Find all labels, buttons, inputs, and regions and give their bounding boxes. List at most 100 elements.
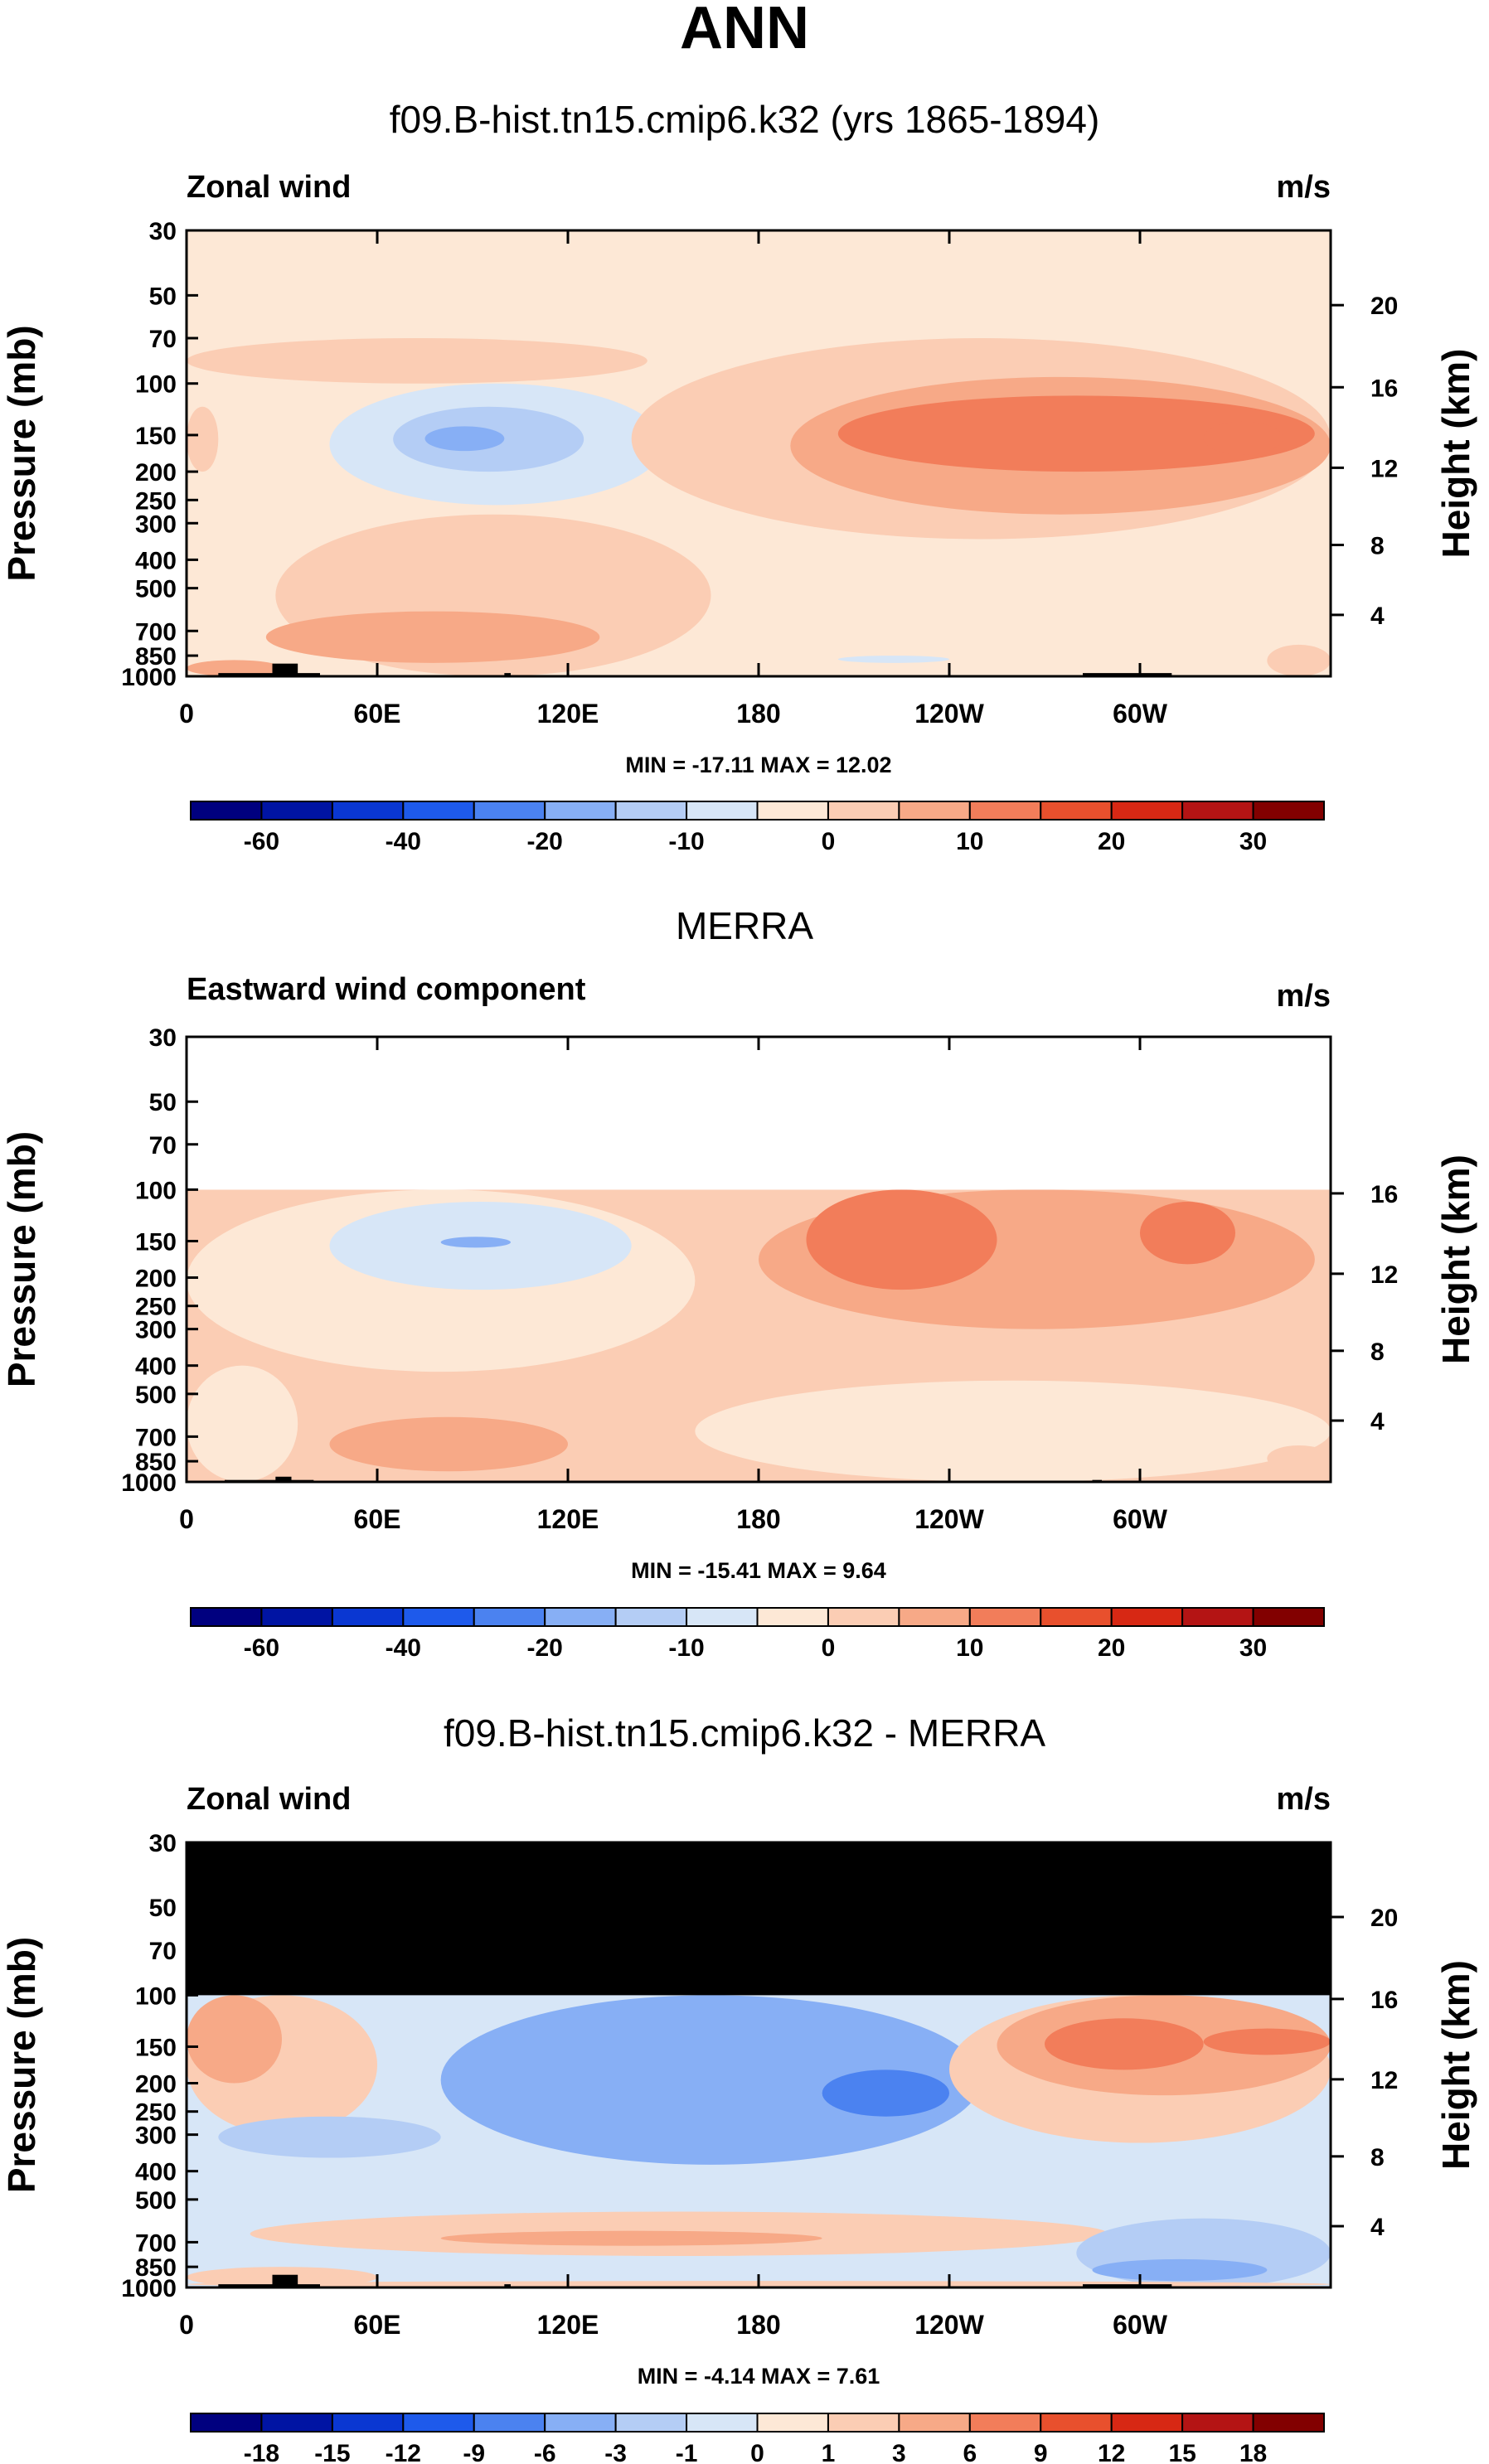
colorbar-label: 15 — [1168, 2440, 1196, 2464]
colorbar-swatch — [473, 801, 546, 821]
y-tick-label: 400 — [135, 2159, 177, 2186]
y-tick-label: 50 — [149, 283, 177, 310]
figure-title: ANN — [680, 0, 809, 61]
y-tick-label: 250 — [135, 1294, 177, 1321]
colorbar-label: 0 — [822, 828, 836, 855]
colorbar-swatch — [686, 1607, 759, 1627]
colorbar-swatch — [544, 2413, 617, 2433]
contour-region — [1045, 2018, 1204, 2070]
height-tick-label: 16 — [1370, 375, 1398, 402]
contour-region — [1203, 421, 1283, 455]
colorbar-swatch — [827, 2413, 900, 2433]
colorbar-swatch — [756, 1607, 829, 1627]
contour-region — [1267, 644, 1331, 676]
colorbar-swatch — [544, 1607, 617, 1627]
y-tick-label: 250 — [135, 487, 177, 515]
height-tick-label: 16 — [1370, 1181, 1398, 1208]
x-tick-label: 0 — [179, 1504, 194, 1534]
y-tick-label: 200 — [135, 459, 177, 487]
colorbar-label: -10 — [668, 828, 704, 855]
colorbar-swatch — [614, 801, 688, 821]
x-tick-label: 120W — [914, 1504, 984, 1534]
contour-region — [440, 1237, 511, 1248]
contour-region — [187, 1995, 282, 2084]
colorbar-swatch — [827, 801, 900, 821]
y-tick-label: 30 — [149, 1830, 177, 1857]
terrain-mask — [218, 2284, 320, 2287]
terrain-mask — [1083, 2284, 1172, 2287]
colorbar-swatch — [686, 801, 759, 821]
colorbar-label: -40 — [386, 828, 421, 855]
x-tick-label: 120W — [914, 699, 984, 729]
height-axis-title: Height (km) — [1434, 349, 1477, 559]
terrain-mask — [1083, 673, 1172, 676]
colorbar-swatch — [331, 801, 405, 821]
colorbar-label: 18 — [1239, 2440, 1267, 2464]
y-tick-label: 50 — [149, 1089, 177, 1116]
colorbar-label: -18 — [244, 2440, 279, 2464]
panel-units-label: m/s — [1277, 170, 1331, 205]
terrain-mask — [504, 2284, 511, 2287]
panel-left-label: Zonal wind — [187, 1782, 351, 1817]
contour-region — [424, 426, 505, 452]
panels: f09.B-hist.tn15.cmip6.k32 (yrs 1865-1894… — [0, 98, 1477, 2464]
contour-region — [837, 395, 1315, 472]
x-tick-label: 180 — [736, 2310, 780, 2340]
y-tick-label: 50 — [149, 1895, 177, 1922]
colorbar-label: -60 — [244, 1634, 279, 1662]
colorbar-swatch — [402, 1607, 475, 1627]
colorbar-label: -15 — [314, 2440, 350, 2464]
colorbar-swatch — [1110, 1607, 1184, 1627]
colorbar-swatch — [1252, 2413, 1325, 2433]
colorbar-swatch — [1181, 801, 1254, 821]
colorbar-swatch — [544, 801, 617, 821]
contour-region — [726, 230, 1331, 338]
contour-region — [329, 1416, 568, 1472]
colorbar-swatch — [1040, 801, 1113, 821]
height-tick-label: 8 — [1370, 1338, 1385, 1366]
y-tick-label: 200 — [135, 1266, 177, 1293]
colorbar-swatch — [190, 2413, 263, 2433]
y-tick-label: 300 — [135, 511, 177, 538]
x-tick-label: 120E — [537, 2310, 599, 2340]
x-tick-label: 60E — [354, 699, 401, 729]
colorbar: -60 -40 -20 -10 0 10 20 30 — [190, 801, 1325, 855]
y-tick-label: 1000 — [121, 2275, 177, 2302]
contour-region — [187, 1365, 298, 1482]
min-max-label: MIN = -15.41 MAX = 9.64 — [631, 1558, 886, 1583]
contour-region — [187, 230, 727, 338]
colorbar-label: 12 — [1098, 2440, 1125, 2464]
contour-region — [187, 406, 219, 472]
height-axis-title: Height (km) — [1434, 1155, 1477, 1364]
y-tick-label: 100 — [135, 1982, 177, 2010]
y-tick-label: 500 — [135, 576, 177, 603]
contour-field — [187, 1037, 1331, 1482]
x-tick-label: 60E — [354, 1504, 401, 1534]
x-tick-label: 180 — [736, 1504, 780, 1534]
y-tick-label: 850 — [135, 2254, 177, 2282]
colorbar-swatch — [331, 1607, 405, 1627]
colorbar-label: -12 — [386, 2440, 421, 2464]
colorbar-swatch — [898, 801, 971, 821]
panel-left-label: Eastward wind component — [187, 972, 586, 1007]
panel-units-label: m/s — [1277, 979, 1331, 1014]
colorbar-label: 0 — [750, 2440, 764, 2464]
height-tick-label: 20 — [1370, 1905, 1398, 1932]
colorbar-label: 20 — [1098, 1634, 1125, 1662]
colorbar-label: 1 — [822, 2440, 836, 2464]
colorbar-label: -1 — [676, 2440, 698, 2464]
colorbar-swatch — [614, 1607, 688, 1627]
contour-region — [218, 2116, 441, 2158]
y-tick-label: 700 — [135, 2229, 177, 2257]
contour-region — [440, 2230, 822, 2246]
contour-region — [837, 656, 949, 663]
colorbar-swatch — [756, 2413, 829, 2433]
panel-left-label: Zonal wind — [187, 170, 351, 205]
y-tick-label: 400 — [135, 547, 177, 574]
colorbar-swatch — [1181, 1607, 1254, 1627]
colorbar-swatch — [1110, 2413, 1184, 2433]
y-tick-label: 700 — [135, 1424, 177, 1451]
colorbar-label: -10 — [668, 1634, 704, 1662]
colorbar-label: -9 — [463, 2440, 485, 2464]
colorbar-swatch — [686, 2413, 759, 2433]
